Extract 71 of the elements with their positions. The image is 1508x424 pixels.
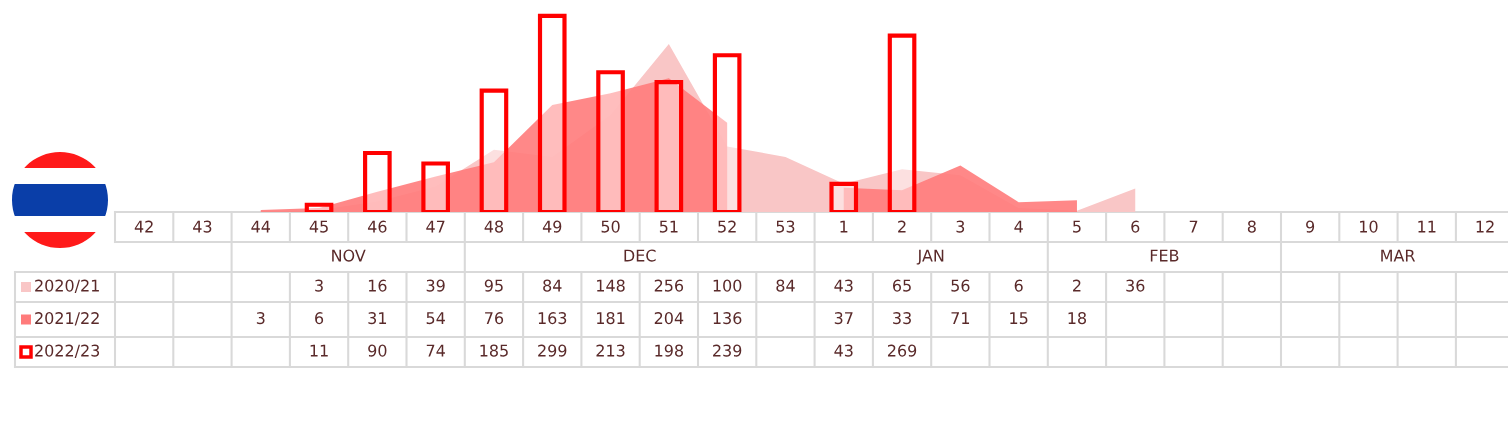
- x-tick-label: 7: [1189, 220, 1198, 233]
- data-label: 56: [951, 279, 970, 292]
- x-tick-label: 11: [1418, 220, 1436, 233]
- data-label: 16: [368, 279, 387, 292]
- x-tick-label: 52: [718, 220, 736, 233]
- legend-label: 2020/21: [35, 279, 99, 293]
- x-tick-label: 47: [426, 220, 445, 233]
- x-tick-label: 43: [193, 220, 212, 233]
- data-label: 15: [1010, 312, 1028, 325]
- data-label: 181: [597, 312, 625, 325]
- data-label: 11: [310, 344, 328, 357]
- x-tick-label: 5: [1073, 220, 1081, 233]
- data-label: 76: [485, 312, 504, 325]
- data-label: 71: [951, 312, 970, 324]
- x-tick-label: 9: [1306, 220, 1315, 233]
- data-label: 95: [484, 279, 503, 292]
- data-label: 90: [368, 344, 387, 357]
- data-label: 269: [887, 344, 917, 357]
- x-tick-label: 6: [1131, 220, 1140, 233]
- x-tick-label: 2: [898, 220, 906, 233]
- data-label: 65: [893, 279, 911, 292]
- text: DEC: [624, 249, 656, 262]
- data-label: 185: [480, 344, 508, 357]
- data-label: 100: [713, 279, 742, 292]
- data-label: 84: [543, 279, 562, 292]
- data-label: 3: [256, 312, 265, 325]
- x-tick-label: 49: [542, 220, 562, 233]
- text: FEB: [1150, 249, 1179, 262]
- data-label: 37: [834, 312, 853, 325]
- x-tick-label: 50: [601, 220, 620, 233]
- x-tick-label: 46: [367, 220, 387, 233]
- data-label: 239: [713, 344, 742, 357]
- x-tick-label: 1: [840, 220, 848, 233]
- data-label: 256: [654, 279, 684, 292]
- data-label: 299: [538, 344, 567, 357]
- data-label: 6: [315, 312, 324, 325]
- data-label: 204: [654, 312, 684, 325]
- x-tick-label: 42: [134, 220, 153, 233]
- x-tick-label: 48: [484, 220, 504, 233]
- data-label: 43: [834, 344, 853, 357]
- x-tick-label: 53: [776, 220, 795, 233]
- data-label: 31: [368, 312, 387, 325]
- data-label: 198: [655, 344, 683, 357]
- data-label: 43: [834, 279, 853, 292]
- data-label: 39: [426, 279, 445, 292]
- x-tick-label: 44: [251, 220, 271, 233]
- data-label: 3: [315, 279, 323, 292]
- x-tick-label: 8: [1247, 220, 1256, 233]
- legend-label: 2021/22: [35, 312, 99, 326]
- data-label: 148: [597, 279, 625, 292]
- data-label: 18: [1068, 312, 1087, 325]
- data-label: 213: [596, 344, 625, 357]
- data-label: 36: [1126, 279, 1145, 292]
- legend-label: 2022/23: [35, 344, 100, 358]
- data-label: 54: [426, 312, 445, 325]
- data-label: 6: [1014, 279, 1023, 292]
- text: JAN: [916, 249, 944, 265]
- x-tick-label: 51: [659, 220, 678, 233]
- data-label: 136: [713, 312, 742, 325]
- data-label: 84: [776, 279, 795, 292]
- data-label: 163: [538, 312, 567, 325]
- text: NOV: [332, 249, 366, 262]
- x-tick-label: 4: [1014, 220, 1023, 233]
- data-label: 33: [893, 312, 911, 325]
- x-tick-label: 3: [956, 220, 965, 233]
- x-tick-label: 45: [309, 220, 328, 233]
- data-label: 2: [1073, 279, 1081, 292]
- data-label: 74: [426, 344, 445, 357]
- x-tick-label: 12: [1476, 220, 1494, 233]
- x-tick-label: 10: [1360, 220, 1378, 233]
- text: MAR: [1381, 249, 1416, 262]
